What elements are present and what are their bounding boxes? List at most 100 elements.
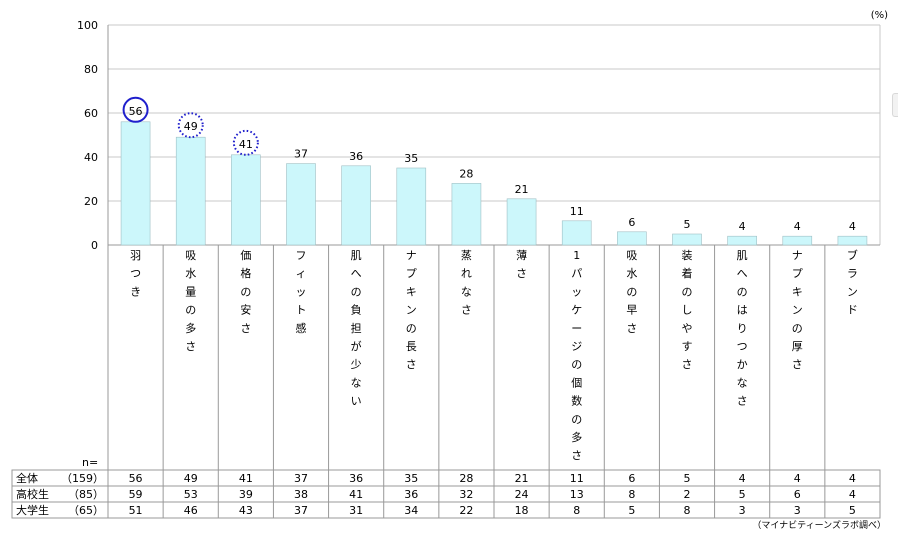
category-label: 肌へのはりつかなさ <box>737 249 748 408</box>
axes <box>107 25 881 518</box>
data-label: 4 <box>739 220 746 233</box>
table-cell: 13 <box>570 488 584 501</box>
table-cell: 18 <box>515 504 529 517</box>
bar <box>727 235 757 246</box>
table-cell: 2 <box>684 488 691 501</box>
unit-label: (%) <box>871 10 888 21</box>
table-cell: 8 <box>573 504 580 517</box>
bar <box>175 136 206 246</box>
table-cell: 31 <box>349 504 363 517</box>
n-label: n= <box>82 456 98 469</box>
y-tick-label: 80 <box>84 63 98 76</box>
y-tick-label: 0 <box>91 239 98 252</box>
data-label: 36 <box>349 150 363 163</box>
category-label: 薄さ <box>516 248 527 280</box>
data-label: 56 <box>129 105 143 118</box>
data-label: 28 <box>459 167 473 180</box>
bar <box>396 167 427 246</box>
table-cell: 41 <box>349 488 363 501</box>
bar <box>782 235 813 246</box>
table-cell: 49 <box>184 472 198 485</box>
table-row-n: （65） <box>68 504 104 517</box>
side-panel-tab[interactable] <box>892 93 898 117</box>
bar <box>506 198 537 246</box>
highlight-circle <box>232 129 259 156</box>
category-label: 装着のしやすさ <box>682 249 693 371</box>
category-label: ブランド <box>847 248 858 317</box>
data-label: 49 <box>184 120 198 133</box>
table-cell: 34 <box>404 504 418 517</box>
y-tick-labels: 0 20 40 60 80 100 <box>77 19 98 252</box>
bar <box>231 154 261 246</box>
category-label: 吸水の早さ <box>626 249 637 335</box>
bars <box>120 121 868 246</box>
table-cell: 36 <box>404 488 418 501</box>
table-cell: 3 <box>739 504 746 517</box>
data-label: 35 <box>404 152 418 165</box>
data-label: 41 <box>239 138 253 151</box>
highlight-circle <box>177 112 204 139</box>
category-label: 価格の安さ <box>240 249 251 335</box>
table-cell: 37 <box>294 504 308 517</box>
table-cell: 4 <box>849 472 856 485</box>
table-cell: 35 <box>404 472 418 485</box>
bar <box>286 163 316 246</box>
table-cell: 6 <box>628 472 635 485</box>
table-cell: 11 <box>570 472 584 485</box>
category-label: 吸水量の多さ <box>185 249 196 353</box>
table-cell: 39 <box>239 488 253 501</box>
table-cell: 22 <box>459 504 473 517</box>
source-note: （マイナビティーンズラボ調べ） <box>752 519 886 531</box>
data-label: 21 <box>515 183 529 196</box>
table-cell: 5 <box>739 488 746 501</box>
table-cell: 5 <box>684 472 691 485</box>
y-tick-label: 60 <box>84 107 98 120</box>
table-border <box>11 469 881 519</box>
table-cell: 6 <box>794 488 801 501</box>
table-cell: 21 <box>515 472 529 485</box>
y-tick-label: 100 <box>77 19 98 32</box>
table-cell: 37 <box>294 472 308 485</box>
data-label: 6 <box>628 216 635 229</box>
category-label: 1 パッケージの個数の多さ <box>571 249 582 462</box>
category-label: 肌への負担が少ない <box>351 249 362 408</box>
table-cell: 53 <box>184 488 198 501</box>
table-cell: 51 <box>129 504 143 517</box>
category-label: フィット感 <box>296 249 307 335</box>
bar <box>617 231 647 246</box>
highlight-circles <box>122 96 259 156</box>
table-cell: 4 <box>794 472 801 485</box>
category-labels: 羽つき 吸水量の多さ 価格の安さ フィット感 肌への負担が少ない ナプキンの長さ 蒸れなさ 薄… <box>130 248 858 462</box>
table-cell: 41 <box>239 472 253 485</box>
category-label: ナプキンの長さ <box>406 249 417 371</box>
data-label: 37 <box>294 148 308 161</box>
data-label: 11 <box>570 205 584 218</box>
value-labels: 56 49 41 37 36 35 28 21 11 6 5 4 4 4 <box>129 105 856 233</box>
table-row-n: （85） <box>68 488 104 501</box>
table-cell: 5 <box>628 504 635 517</box>
table-cell: 46 <box>184 504 198 517</box>
bar <box>561 220 592 246</box>
highlight-circle <box>122 96 149 123</box>
table-row-label: 高校生 <box>16 487 49 501</box>
table-cell: 5 <box>849 504 856 517</box>
table-cell: 56 <box>129 472 143 485</box>
data-label: 4 <box>794 220 801 233</box>
data-label: 4 <box>849 220 856 233</box>
table-cell: 8 <box>684 504 691 517</box>
table-cell: 38 <box>294 488 308 501</box>
table-cell: 59 <box>129 488 143 501</box>
y-tick-label: 20 <box>84 195 98 208</box>
table-row-label: 全体 <box>16 471 38 485</box>
table-cell: 8 <box>628 488 635 501</box>
y-tick-label: 40 <box>84 151 98 164</box>
bar <box>672 233 702 246</box>
category-label: 蒸れなさ <box>461 249 472 317</box>
table-cell: 43 <box>239 504 253 517</box>
table-cell: 28 <box>459 472 473 485</box>
table-row-label: 大学生 <box>16 503 49 517</box>
bar <box>837 235 868 246</box>
category-label: 羽つき <box>130 249 141 298</box>
category-label: ナプキンの厚さ <box>792 249 803 371</box>
